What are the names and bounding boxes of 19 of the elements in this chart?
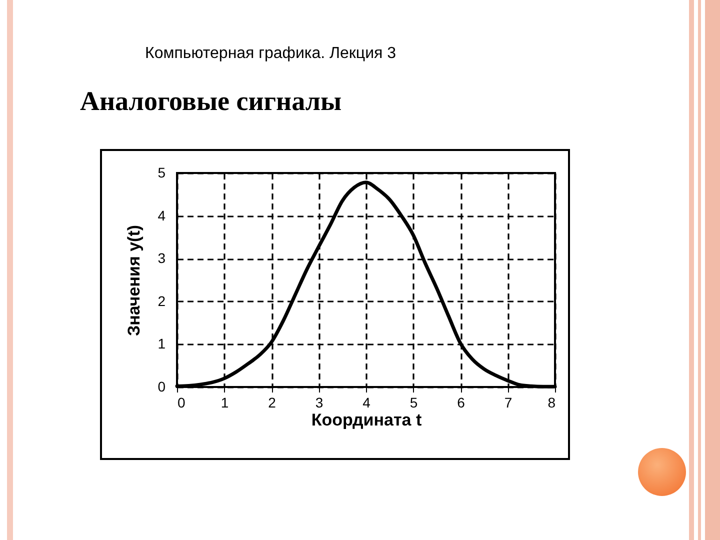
y-tick-label: 5 (158, 164, 166, 180)
chart-title: Аналоговые сигналы (80, 86, 342, 117)
x-tick-label: 6 (457, 394, 466, 410)
x-tick-label: 7 (504, 394, 512, 410)
x-tick-label: 1 (220, 394, 229, 410)
x-tick-label: 5 (410, 394, 418, 410)
y-tick-label: 4 (158, 207, 166, 224)
y-tick-label: 1 (158, 336, 166, 352)
x-tick-label: 8 (548, 394, 556, 410)
y-tick-label: 0 (158, 378, 166, 394)
x-tick-label: 2 (268, 394, 276, 410)
y-tick-label: 3 (158, 250, 166, 266)
x-axis-title: Координата t (311, 410, 422, 430)
y-tick-label: 2 (158, 292, 166, 309)
x-tick-label: 0 (178, 394, 186, 410)
x-tick-label: 4 (362, 394, 371, 410)
x-tick-label: 3 (315, 394, 324, 410)
y-axis-title: Значения y(t) (124, 224, 144, 336)
chart-subtitle: Компьютерная графика. Лекция 3 (145, 45, 396, 63)
